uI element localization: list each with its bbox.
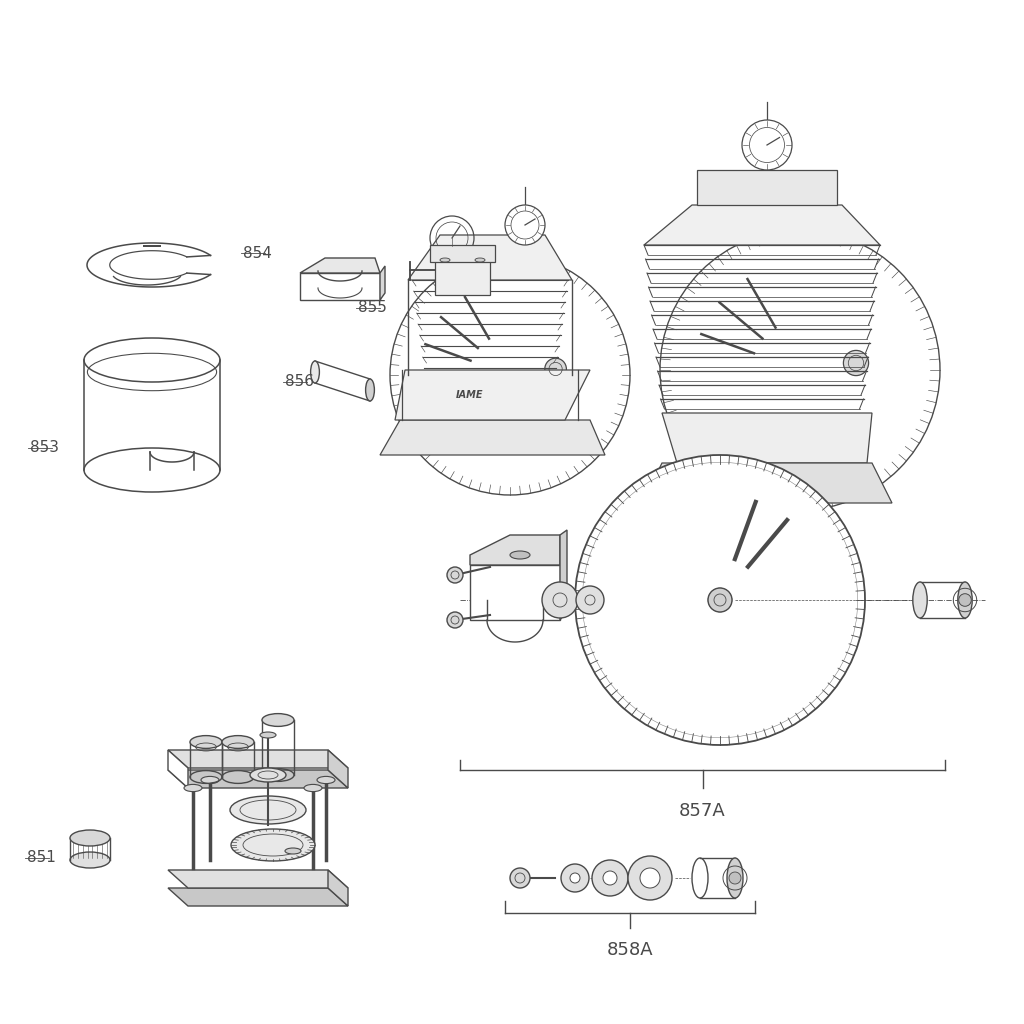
Polygon shape xyxy=(662,413,872,463)
Text: 856: 856 xyxy=(285,375,314,389)
Polygon shape xyxy=(84,360,220,470)
Polygon shape xyxy=(300,273,380,300)
Ellipse shape xyxy=(184,784,202,792)
Ellipse shape xyxy=(366,379,375,401)
Ellipse shape xyxy=(440,258,450,262)
Polygon shape xyxy=(470,535,560,565)
Circle shape xyxy=(844,350,868,376)
Text: 855: 855 xyxy=(358,300,387,315)
Ellipse shape xyxy=(201,776,219,783)
Polygon shape xyxy=(408,234,572,280)
Polygon shape xyxy=(697,170,837,205)
Circle shape xyxy=(561,864,589,892)
Polygon shape xyxy=(435,260,490,295)
Ellipse shape xyxy=(262,714,294,726)
Polygon shape xyxy=(380,420,605,455)
Ellipse shape xyxy=(250,768,286,782)
Text: 858A: 858A xyxy=(606,941,653,959)
Circle shape xyxy=(603,871,617,885)
Ellipse shape xyxy=(957,582,972,618)
Circle shape xyxy=(640,868,660,888)
Circle shape xyxy=(447,612,463,628)
Ellipse shape xyxy=(475,258,485,262)
Polygon shape xyxy=(642,463,892,503)
Polygon shape xyxy=(644,205,880,245)
Circle shape xyxy=(628,856,672,900)
Circle shape xyxy=(575,455,865,745)
Polygon shape xyxy=(168,750,348,768)
Ellipse shape xyxy=(317,776,335,783)
Ellipse shape xyxy=(727,858,743,898)
Circle shape xyxy=(709,589,731,611)
Ellipse shape xyxy=(260,732,276,738)
Polygon shape xyxy=(168,888,348,906)
Text: IAME: IAME xyxy=(457,390,483,400)
Circle shape xyxy=(575,586,604,614)
Ellipse shape xyxy=(70,852,110,868)
Text: 853: 853 xyxy=(30,440,59,456)
Ellipse shape xyxy=(84,338,220,382)
Polygon shape xyxy=(300,258,380,273)
Text: 854: 854 xyxy=(243,246,272,260)
Polygon shape xyxy=(395,370,590,420)
Circle shape xyxy=(570,873,580,883)
Circle shape xyxy=(505,205,545,245)
Circle shape xyxy=(958,594,972,606)
Text: 857A: 857A xyxy=(679,802,726,820)
Ellipse shape xyxy=(190,735,222,749)
Ellipse shape xyxy=(70,830,110,846)
Ellipse shape xyxy=(510,551,530,559)
Circle shape xyxy=(545,358,566,380)
Circle shape xyxy=(660,230,940,510)
Polygon shape xyxy=(168,770,348,788)
Polygon shape xyxy=(560,530,567,620)
Circle shape xyxy=(592,860,628,896)
Circle shape xyxy=(447,567,463,583)
Polygon shape xyxy=(168,870,348,888)
Ellipse shape xyxy=(304,784,322,792)
Ellipse shape xyxy=(84,449,220,492)
Polygon shape xyxy=(430,245,495,262)
Polygon shape xyxy=(328,750,348,788)
Polygon shape xyxy=(70,838,110,860)
Ellipse shape xyxy=(310,361,319,383)
Polygon shape xyxy=(380,266,385,300)
Circle shape xyxy=(742,120,792,170)
Ellipse shape xyxy=(231,829,315,861)
Circle shape xyxy=(708,588,732,612)
Circle shape xyxy=(510,868,530,888)
Text: 851: 851 xyxy=(27,851,56,865)
Ellipse shape xyxy=(912,582,927,618)
Circle shape xyxy=(390,255,630,495)
Ellipse shape xyxy=(230,796,306,824)
Ellipse shape xyxy=(285,848,301,854)
Circle shape xyxy=(729,872,741,884)
Circle shape xyxy=(542,582,578,618)
Polygon shape xyxy=(168,750,188,788)
Polygon shape xyxy=(328,870,348,906)
Ellipse shape xyxy=(222,735,254,749)
Polygon shape xyxy=(470,565,560,620)
